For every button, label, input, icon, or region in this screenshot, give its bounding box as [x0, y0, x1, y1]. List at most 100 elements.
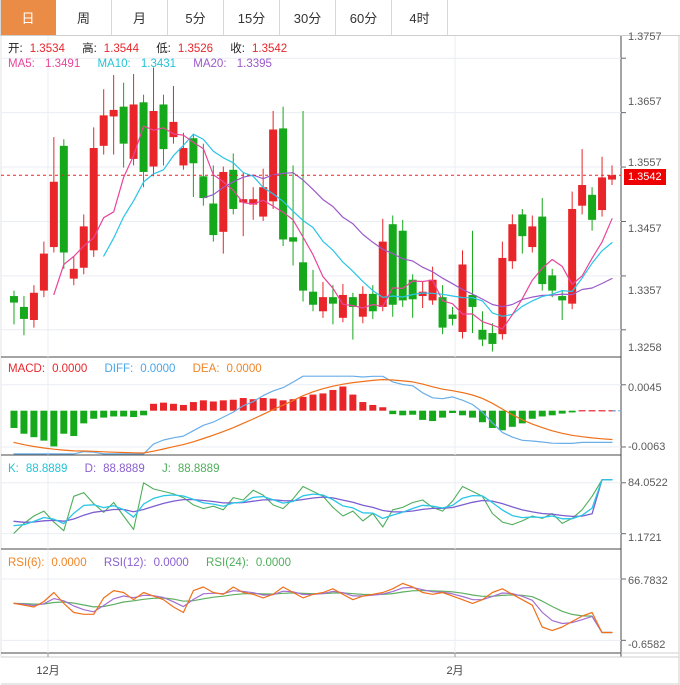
macd-bar: [319, 393, 327, 411]
macd-bar: [488, 410, 496, 428]
candle-body: [408, 279, 417, 300]
tab-60min[interactable]: 60分: [336, 0, 392, 35]
candle-body: [269, 129, 278, 202]
tab-4hour[interactable]: 4时: [392, 0, 448, 35]
ohlc-legend: 开: 1.3534 高: 1.3544 低: 1.3526 收: 1.3542: [8, 42, 301, 56]
d-value: 88.8889: [103, 463, 145, 475]
candle-body: [129, 104, 138, 159]
candle-body: [239, 199, 248, 203]
macd-bar: [169, 403, 177, 411]
macd-bar: [538, 410, 546, 417]
candle-body: [458, 264, 467, 332]
macd-bar: [329, 389, 337, 411]
macd-bar: [588, 410, 596, 412]
macd-legend: MACD: 0.0000 DIFF: 0.0000 DEA: 0.0000: [8, 362, 276, 376]
macd-bar: [219, 400, 227, 411]
macd-bar: [399, 410, 407, 416]
time-axis-label: 2月: [446, 665, 464, 677]
candle-body: [189, 138, 198, 164]
candle-body: [9, 296, 18, 303]
candle-body: [378, 241, 387, 307]
macd-bar: [60, 410, 68, 434]
price-axis-label: 1.3657: [628, 96, 662, 108]
candle-body: [528, 226, 537, 248]
tab-label: 15分: [237, 11, 266, 26]
macd-diff-line: [13, 375, 613, 455]
tab-15min[interactable]: 15分: [224, 0, 280, 35]
kdj-legend: K: 88.8889 D: 88.8889 J: 88.8889: [8, 462, 233, 476]
tab-30min[interactable]: 30分: [280, 0, 336, 35]
macd-bar: [90, 410, 98, 419]
candle-body: [149, 111, 158, 167]
macd-bar: [369, 404, 377, 411]
chart-svg: [0, 36, 680, 685]
close-label: 收:: [230, 43, 245, 55]
time-axis-label: 12月: [36, 665, 60, 677]
candle-body: [309, 291, 317, 305]
interval-tab-bar: 日 周 月 5分 15分 30分 60分 4时: [0, 0, 680, 36]
ma20-label: MA20:: [193, 58, 227, 70]
macd-bar: [339, 386, 347, 411]
macd-bar: [548, 410, 556, 416]
tab-label: 5分: [185, 11, 206, 26]
macd-bar: [568, 410, 576, 413]
kdj-k-line: [13, 479, 613, 527]
macd-bar: [130, 410, 138, 418]
candle-body: [348, 297, 357, 307]
macd-bar: [449, 410, 457, 413]
tab-5min[interactable]: 5分: [168, 0, 224, 35]
macd-bar: [10, 410, 18, 428]
candle-body: [598, 177, 607, 211]
macd-bar: [459, 410, 467, 416]
candle-body: [328, 297, 337, 304]
macd-bar: [419, 410, 427, 420]
macd-dea-line: [13, 379, 613, 454]
macd-bar: [299, 396, 307, 411]
ma10-line: [103, 133, 613, 317]
macd-bar: [578, 410, 586, 412]
ma20-value: 1.3395: [236, 58, 272, 70]
macd-axis-label: -0.0063: [628, 441, 666, 453]
dea-value: 0.0000: [226, 363, 262, 375]
candle-body: [468, 294, 477, 307]
candle-body: [588, 194, 597, 220]
macd-bar: [179, 404, 187, 411]
tab-week[interactable]: 周: [56, 0, 112, 35]
tab-bar-filler: [448, 0, 680, 35]
diff-label: DIFF:: [104, 363, 134, 375]
low-label: 低:: [156, 43, 171, 55]
candle-body: [568, 208, 577, 304]
candle-body: [538, 216, 547, 285]
close-value: 1.3542: [251, 43, 288, 55]
candle-body: [488, 333, 497, 344]
candle-body: [229, 169, 238, 209]
macd-bar: [80, 410, 88, 424]
price-axis-label: 1.3357: [628, 285, 662, 297]
candle-body: [318, 297, 327, 312]
tab-label: 月: [132, 11, 146, 26]
tab-day[interactable]: 日: [0, 0, 56, 35]
candle-body: [19, 306, 28, 319]
macd-bar: [100, 410, 108, 418]
candle-body: [69, 268, 78, 279]
candle-body: [578, 185, 587, 206]
macd-bar: [70, 410, 78, 437]
rsi24-value: 0.0000: [255, 557, 292, 569]
j-label: J:: [161, 463, 171, 475]
candle-body: [29, 292, 38, 320]
candle-body: [119, 106, 128, 144]
ma10-label: MA10:: [97, 58, 131, 70]
rsi6-value: 0.0000: [51, 557, 87, 569]
macd-bar: [349, 394, 357, 411]
k-label: K:: [8, 463, 19, 475]
rsi12-label: RSI(12):: [103, 557, 147, 569]
macd-bar: [409, 410, 417, 415]
macd-bar: [20, 410, 28, 434]
macd-bar: [379, 407, 387, 411]
candle-body: [259, 187, 268, 217]
tab-month[interactable]: 月: [112, 0, 168, 35]
macd-bar: [439, 410, 447, 418]
tab-label: 60分: [349, 11, 378, 26]
candle-body: [59, 145, 68, 253]
